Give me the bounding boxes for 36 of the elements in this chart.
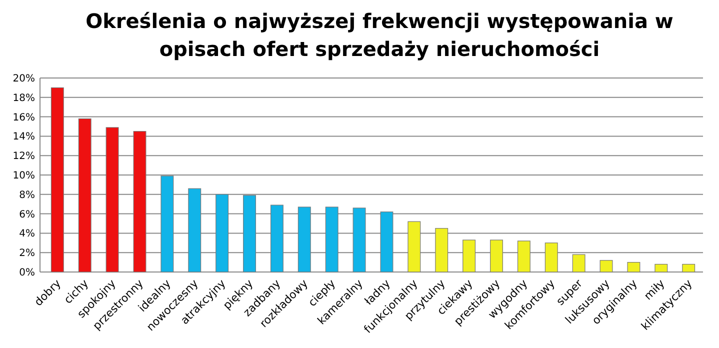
y-tick-label: 0% [19,268,35,278]
bar [517,240,530,272]
y-tick-label: 6% [19,209,35,220]
y-tick-label: 2% [19,248,35,260]
bar [270,204,284,272]
bar [50,87,64,272]
bar [408,221,421,272]
chart-title: Określenia o najwyższej frekwencji występowania w opisach ofert sprzedaży nieruchomości [86,9,674,61]
bar [380,212,394,272]
bar [490,240,503,272]
bar [106,127,119,272]
bar [78,118,92,272]
bar [243,195,256,272]
bar [435,228,448,272]
bar [133,131,146,272]
bar [654,264,668,272]
bar [600,260,613,272]
y-tick-label: 10% [12,170,35,182]
y-tick-label: 18% [12,92,35,104]
bar [462,240,476,272]
bar [572,254,586,272]
y-tick-label: 20% [12,74,35,84]
y-tick-label: 14% [12,132,35,143]
bar [627,262,640,272]
bar [682,264,696,272]
y-tick-label: 16% [12,112,35,124]
y-tick-label: 4% [19,228,35,240]
y-tick-label: 8% [19,190,35,201]
bar [325,206,338,272]
bar [352,208,366,272]
bar [544,242,558,272]
bar [298,206,311,272]
bar [160,176,174,272]
bar [216,194,229,272]
y-tick-label: 12% [12,151,35,162]
bar [188,188,202,272]
